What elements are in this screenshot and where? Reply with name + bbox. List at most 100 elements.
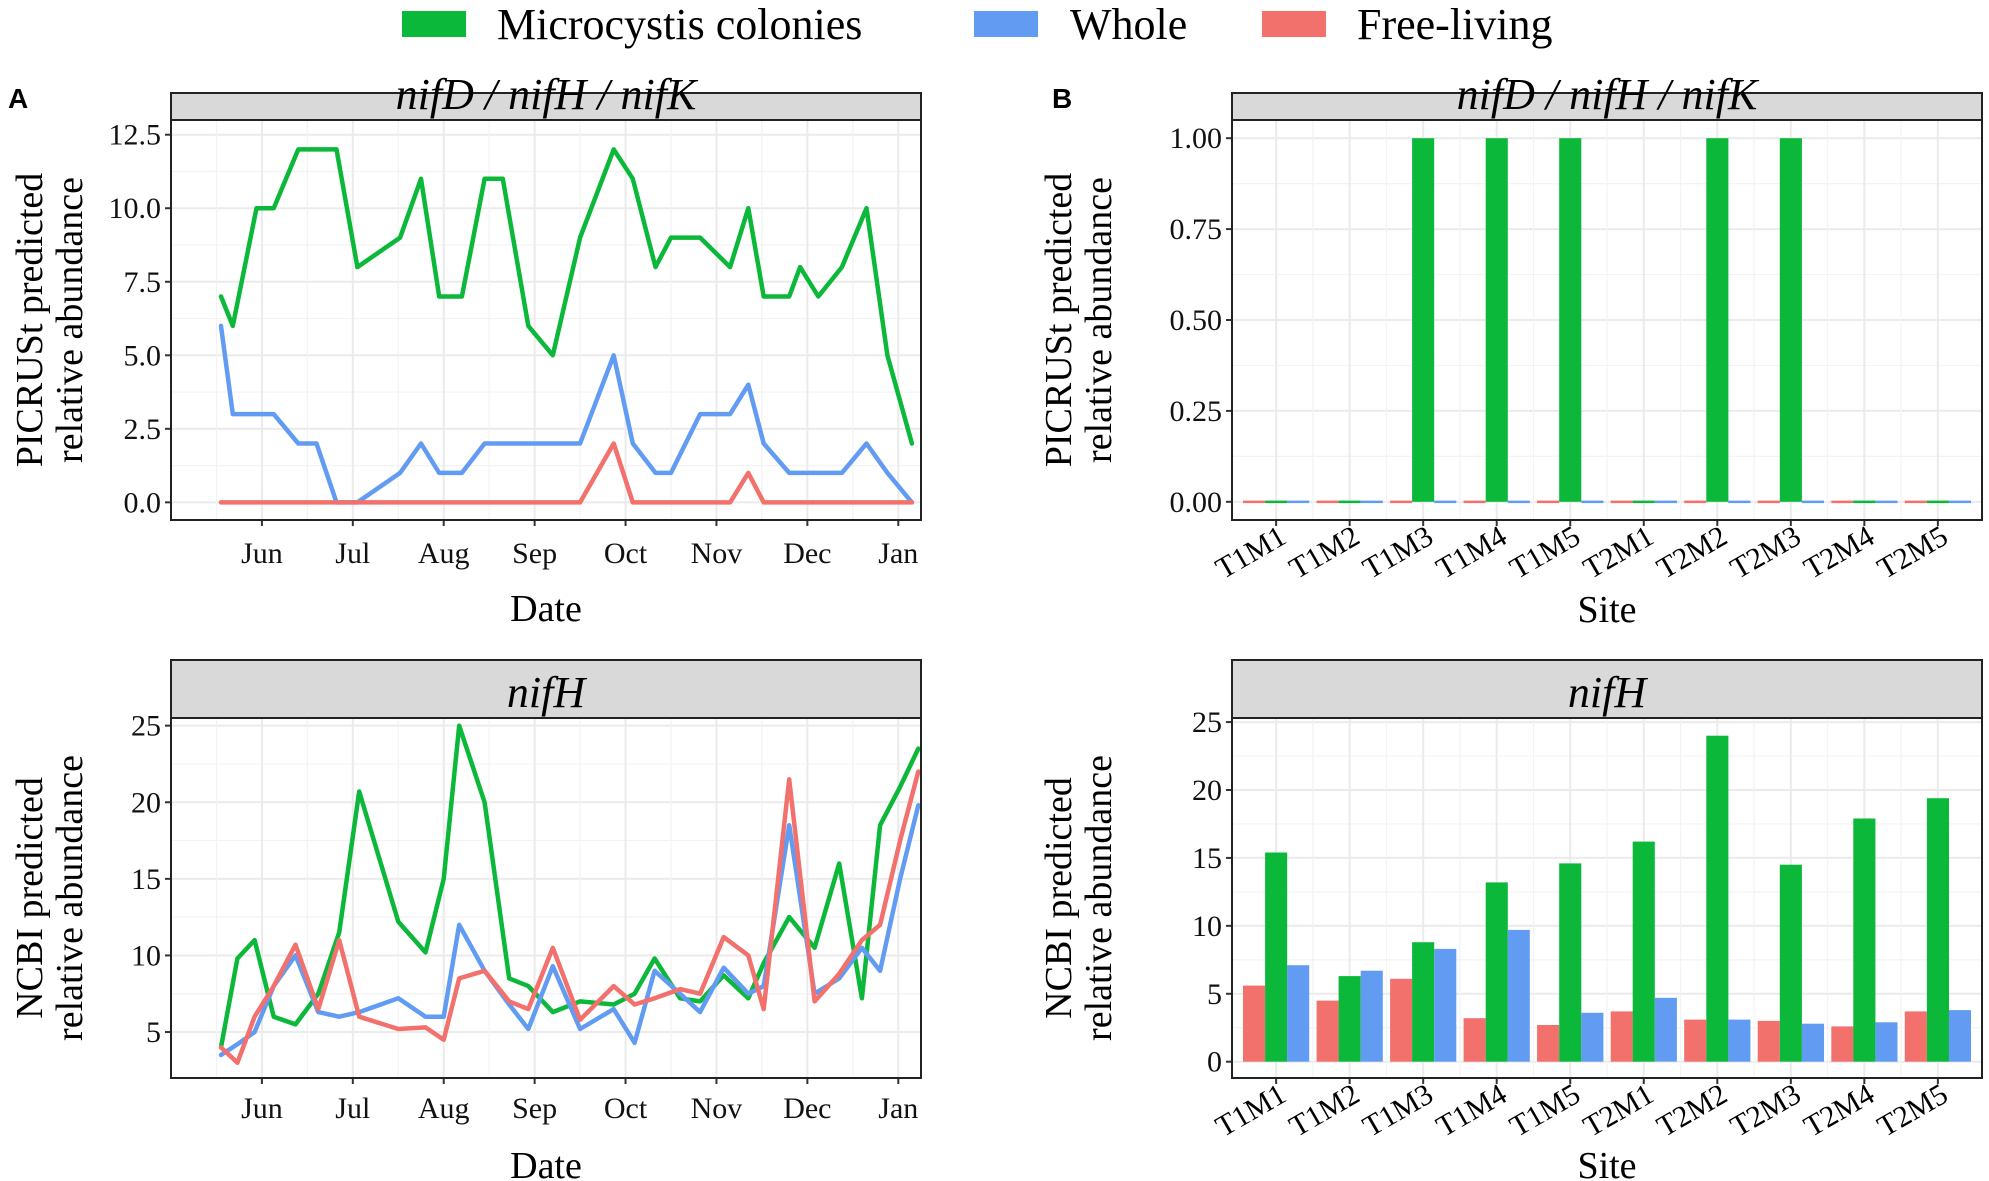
chart3-bar-colonies <box>1853 818 1876 1062</box>
chart2-xlabel: Site <box>1577 589 1636 631</box>
chart3-bar-free <box>1904 1011 1927 1062</box>
legend: Microcystis colonies Whole Free-living <box>402 0 1553 49</box>
chart3-bar-colonies <box>1632 841 1655 1062</box>
chart0-strip <box>170 92 922 121</box>
chart3-xtick-label: T1M2 <box>1284 1077 1365 1143</box>
chart2-xtick-label: T1M4 <box>1431 519 1512 585</box>
chart1-xtick-label: Dec <box>783 1092 831 1125</box>
chart3-bar-free <box>1537 1025 1560 1062</box>
chart1-xtick-label: Oct <box>604 1092 648 1125</box>
chart1-xtick-label: Nov <box>691 1092 743 1125</box>
chart2-bar-free <box>1316 500 1339 504</box>
chart2-bar-colonies <box>1559 138 1582 502</box>
chart3-bar-free <box>1316 1000 1339 1062</box>
chart3-bar-whole <box>1434 948 1457 1062</box>
chart2-ylabel-line: PICRUSt predicted <box>1038 173 1080 467</box>
chart2-bar-colonies <box>1706 138 1729 502</box>
chart3-ytick-label: 5 <box>1207 978 1222 1011</box>
chart0-ytick-label: 7.5 <box>124 266 162 299</box>
chart3-bar-whole <box>1875 1022 1898 1062</box>
chart3-bar-whole <box>1728 1019 1751 1062</box>
panel-a-top-chart: nifD / nifH / nifK 0.0 2.5 5.0 7.5 10.0 12.5 PI… <box>9 70 922 630</box>
chart2-xtick-label: T2M1 <box>1578 519 1659 585</box>
chart3-bar-free <box>1757 1020 1780 1062</box>
legend-swatch-free <box>1262 11 1326 37</box>
chart3-xtick-label: T2M2 <box>1651 1077 1732 1143</box>
chart3-xtick-label: T1M3 <box>1357 1077 1438 1143</box>
chart2-ylabel-line: relative abundance <box>1078 177 1120 463</box>
chart1-series-line-free <box>218 769 921 1065</box>
chart2-xtick-label: T2M3 <box>1725 519 1806 585</box>
chart0-xtick-label: Dec <box>783 537 831 570</box>
chart2-strip <box>1231 92 1983 121</box>
legend-label-whole: Whole <box>1070 0 1187 49</box>
chart2-ytick-label: 0.75 <box>1170 213 1223 246</box>
chart1-strip-title: nifH <box>507 668 587 717</box>
chart1-ytick-label: 20 <box>131 786 161 819</box>
chart3-bar-whole <box>1507 929 1530 1062</box>
chart1-xtick-label: Aug <box>418 1092 470 1125</box>
chart0-ytick-label: 12.5 <box>109 119 162 152</box>
chart2-bar-whole <box>1801 500 1824 504</box>
chart3-ylabel-line: relative abundance <box>1078 755 1120 1041</box>
chart3-bar-free <box>1390 978 1413 1062</box>
chart2-xtick-label: T1M3 <box>1357 519 1438 585</box>
chart0-ytick-label: 2.5 <box>124 413 162 446</box>
chart2-bar-whole <box>1434 500 1457 504</box>
chart3-ylabel-line: NCBI predicted <box>1038 777 1080 1019</box>
chart1-xtick-label: Jan <box>878 1092 918 1125</box>
chart1-xtick-label: Jul <box>335 1092 370 1125</box>
chart1-plot-bg <box>171 718 921 1078</box>
chart0-ytick-label: 0.0 <box>124 486 162 519</box>
chart1-strip <box>170 659 922 719</box>
chart1-ytick-label: 15 <box>131 863 161 896</box>
chart1-ytick-label: 5 <box>146 1016 161 1049</box>
chart0-xtick-label: Sep <box>512 537 557 570</box>
chart2-bar-colonies <box>1632 500 1655 504</box>
chart0-xtick-label: Nov <box>691 537 743 570</box>
chart3-bar-colonies <box>1338 976 1361 1062</box>
chart3-xtick-label: T1M1 <box>1210 1077 1291 1143</box>
chart3-bar-whole <box>1801 1023 1824 1062</box>
chart3-xtick-label: T1M4 <box>1431 1077 1512 1143</box>
panel-label-a: A <box>8 83 28 114</box>
chart0-xtick-label: Jan <box>878 537 918 570</box>
chart3-bar-whole <box>1948 1010 1971 1062</box>
chart2-bar-free <box>1904 500 1927 504</box>
chart2-panel-border <box>1231 119 1983 521</box>
chart3-bar-colonies <box>1779 864 1802 1062</box>
chart3-bar-whole <box>1360 970 1383 1062</box>
chart2-bar-whole <box>1728 500 1751 504</box>
chart2-bar-free <box>1831 500 1854 504</box>
chart2-bar-whole <box>1507 500 1530 504</box>
legend-label-free: Free-living <box>1357 0 1553 49</box>
chart0-xtick-label: Aug <box>418 537 470 570</box>
chart0-panel-border <box>170 119 922 521</box>
chart3-bar-colonies <box>1926 798 1949 1062</box>
chart1-series-line-colonies <box>218 723 921 1050</box>
chart0-series-line-colonies <box>218 147 915 446</box>
panel-label-b: B <box>1052 83 1072 114</box>
chart1-xtick-label: Sep <box>512 1092 557 1125</box>
chart2-xtick-label: T1M5 <box>1504 519 1585 585</box>
chart2-bar-colonies <box>1265 500 1288 504</box>
chart1-ytick-label: 10 <box>131 939 161 972</box>
chart3-strip-title: nifH <box>1568 668 1648 717</box>
chart2-xtick-label: T1M1 <box>1210 519 1291 585</box>
chart3-ytick-label: 0 <box>1207 1046 1222 1079</box>
chart2-bar-colonies <box>1853 500 1876 504</box>
chart0-xtick-label: Oct <box>604 537 648 570</box>
chart0-ytick-label: 10.0 <box>109 192 162 225</box>
chart3-bar-colonies <box>1265 852 1288 1062</box>
chart3-bar-colonies <box>1485 882 1508 1062</box>
chart2-bar-whole <box>1287 500 1310 504</box>
chart0-xtick-label: Jul <box>335 537 370 570</box>
legend-swatch-colonies <box>402 11 466 37</box>
chart0-ylabel-line: PICRUSt predicted <box>9 173 51 467</box>
chart2-bar-colonies <box>1338 500 1361 504</box>
chart3-strip <box>1231 659 1983 719</box>
chart3-bar-colonies <box>1559 863 1582 1062</box>
chart2-bar-free <box>1610 500 1633 504</box>
chart3-bar-free <box>1610 1011 1633 1062</box>
